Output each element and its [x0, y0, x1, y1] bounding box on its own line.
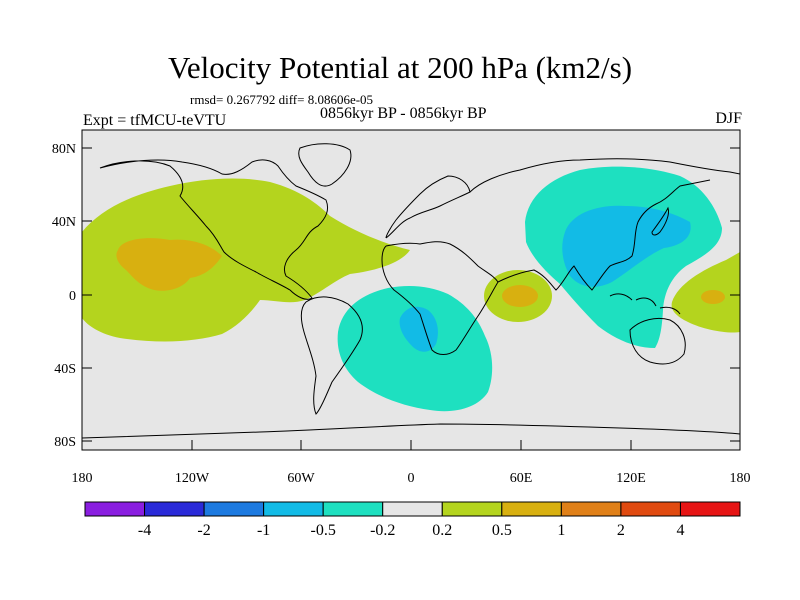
lat-labels: 80N 40N 0 40S 80S	[52, 142, 76, 450]
rmsd-diff-stats: rmsd= 0.267792 diff= 8.08606e-05	[190, 92, 374, 107]
plot-title: Velocity Potential at 200 hPa (km2/s)	[167, 50, 633, 85]
colorbar-swatch	[382, 501, 443, 517]
coast-greenland	[298, 143, 352, 187]
experiment-label: Expt = tfMCU-teVTU	[83, 112, 227, 129]
lon-label: 0	[408, 471, 415, 486]
colorbar-label: -4	[138, 522, 151, 539]
colorbar-swatch	[84, 501, 146, 517]
lon-label: 60E	[510, 471, 533, 486]
colorbar-label: 0.5	[492, 522, 512, 539]
coast-europe-africa	[381, 175, 499, 355]
coastline-layer	[82, 143, 740, 439]
colorbar-label: -1	[257, 522, 270, 539]
colorbar-label: -0.5	[311, 522, 336, 539]
lon-ticks	[81, 440, 741, 450]
colorbar: -4 -2 -1 -0.5 -0.2 0.2 0.5 1 2 4	[84, 501, 741, 539]
lat-label: 80S	[54, 435, 76, 450]
negative-core-asia	[562, 205, 691, 287]
colorbar-swatch	[620, 501, 681, 517]
colorbar-label: -2	[197, 522, 210, 539]
colorbar-swatch	[203, 501, 265, 517]
coast-south-america	[300, 296, 363, 415]
colorbar-label: 1	[557, 522, 565, 539]
coast-asia	[469, 158, 740, 291]
colorbar-swatch	[263, 501, 324, 517]
colorbar-label: 0.2	[432, 522, 452, 539]
period-label: 0856kyr BP - 0856kyr BP	[320, 105, 487, 122]
lon-label: 120W	[175, 471, 210, 486]
colorbar-swatch	[441, 501, 503, 517]
colorbar-swatch	[501, 501, 562, 517]
negative-region-africa	[337, 286, 493, 412]
lat-ticks	[82, 147, 740, 442]
colorbar-swatch	[679, 501, 741, 517]
lon-label: 180	[72, 471, 93, 486]
coast-antarctica	[82, 423, 740, 439]
colorbar-swatch	[322, 501, 384, 517]
colorbar-swatch	[560, 501, 622, 517]
colorbar-label: -0.2	[370, 522, 395, 539]
colorbar-label: 2	[617, 522, 625, 539]
coast-japan	[651, 206, 669, 236]
colorbar-swatch	[144, 501, 205, 517]
lon-label: 180	[730, 471, 751, 486]
lon-labels: 180 120W 60W 0 60E 120E 180	[72, 471, 751, 486]
contour-fill-layer	[82, 166, 740, 412]
colorbar-label: 4	[676, 522, 684, 539]
positive-region-americas	[82, 178, 410, 342]
positive-core-americas	[116, 238, 222, 291]
positive-core-west-pacific	[701, 290, 725, 304]
coast-north-america	[99, 159, 329, 300]
lat-label: 80N	[52, 142, 76, 157]
lat-label: 0	[69, 289, 76, 304]
season-label: DJF	[715, 110, 742, 127]
lat-label: 40S	[54, 362, 76, 377]
lat-label: 40N	[52, 215, 76, 230]
positive-core-indian-ocean	[502, 285, 538, 307]
lon-label: 60W	[287, 471, 315, 486]
coast-maritime-continent	[609, 293, 681, 315]
coast-australia	[629, 317, 686, 365]
lon-label: 120E	[616, 471, 646, 486]
